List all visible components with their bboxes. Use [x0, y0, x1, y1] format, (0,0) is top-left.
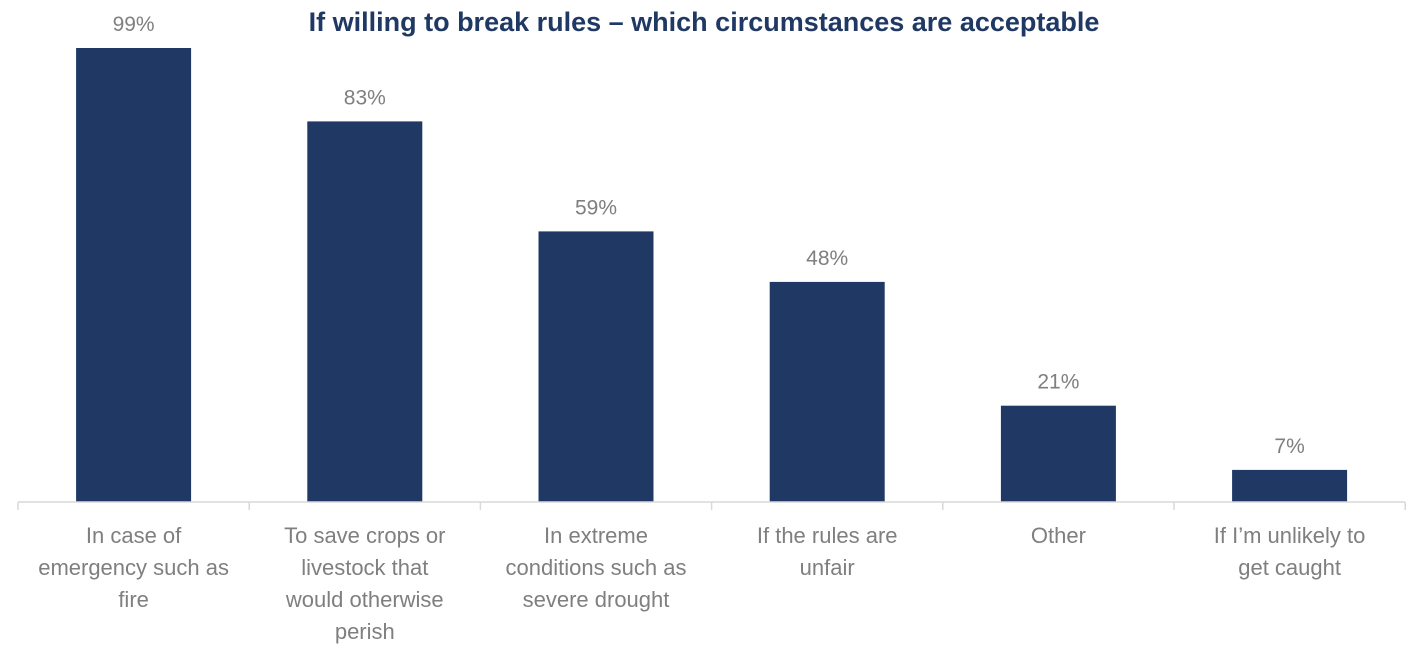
- category-label: Other: [1031, 523, 1086, 548]
- category-label-line: perish: [335, 619, 395, 644]
- bar: [307, 121, 423, 503]
- category-label-line: Other: [1031, 523, 1086, 548]
- data-label: 59%: [575, 196, 617, 219]
- category-label: To save crops or livestock that would othe…: [284, 523, 445, 644]
- category-label-line: livestock that: [301, 555, 428, 580]
- category-label-line: If the rules are: [757, 523, 898, 548]
- bar: [1000, 405, 1116, 502]
- category-label-line: severe drought: [523, 587, 670, 612]
- data-label: 7%: [1274, 435, 1304, 458]
- value-labels: 99% 83% 59% 48% 21% 7%: [113, 13, 1305, 458]
- category-label-line: In extreme: [544, 523, 648, 548]
- category-label: If the rules are unfair: [757, 523, 898, 580]
- data-label: 83%: [344, 86, 386, 109]
- category-label-line: emergency such as: [38, 555, 229, 580]
- category-labels: In case of emergency such as fire To save c…: [38, 523, 1365, 644]
- bar: [769, 281, 885, 502]
- bar: [76, 48, 192, 502]
- category-label: In extreme conditions such as severe droug…: [506, 523, 687, 612]
- data-label: 99%: [113, 13, 155, 36]
- category-label-line: In case of: [86, 523, 182, 548]
- category-label-line: To save crops or: [284, 523, 445, 548]
- category-label-line: If I’m unlikely to: [1214, 523, 1366, 548]
- category-label-line: unfair: [800, 555, 855, 580]
- x-axis-ticks: [17, 502, 1406, 510]
- category-label: In case of emergency such as fire: [38, 523, 229, 612]
- category-label: If I’m unlikely to get caught: [1214, 523, 1366, 580]
- category-label-line: fire: [118, 587, 149, 612]
- bar: [538, 231, 654, 502]
- data-label: 48%: [806, 247, 848, 270]
- category-label-line: conditions such as: [506, 555, 687, 580]
- bars: [76, 48, 1348, 503]
- bar: [1232, 469, 1348, 502]
- category-label-line: get caught: [1238, 555, 1341, 580]
- chart-title: If willing to break rules – which circum…: [309, 7, 1100, 37]
- data-label: 21%: [1037, 371, 1079, 394]
- category-label-line: would otherwise: [285, 587, 444, 612]
